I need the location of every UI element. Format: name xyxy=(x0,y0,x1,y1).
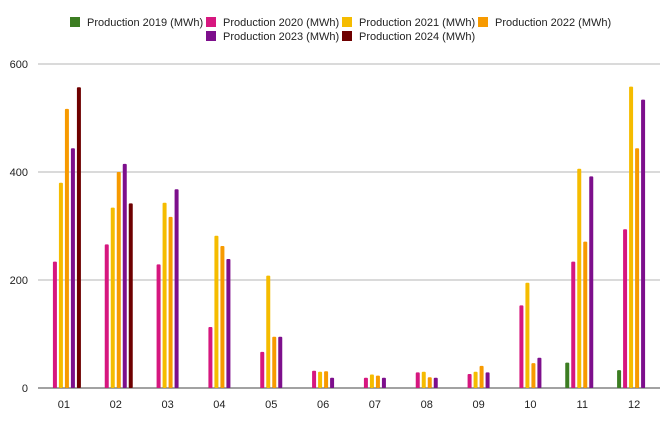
legend-swatch xyxy=(342,17,352,27)
bar xyxy=(537,357,542,388)
bar xyxy=(479,365,484,388)
bar xyxy=(260,351,265,388)
bar xyxy=(427,377,432,388)
bar xyxy=(617,370,622,388)
bar xyxy=(473,371,478,388)
bar xyxy=(220,245,225,388)
x-tick-label: 10 xyxy=(524,399,536,411)
bar xyxy=(381,377,386,388)
y-tick-label: 400 xyxy=(10,167,28,179)
bar xyxy=(330,377,335,388)
x-tick-label: 01 xyxy=(58,399,70,411)
legend-swatch xyxy=(478,17,488,27)
bar xyxy=(104,244,109,388)
bar xyxy=(266,275,271,388)
bar xyxy=(415,372,420,388)
x-tick-label: 06 xyxy=(317,399,329,411)
bar xyxy=(58,182,63,388)
legend-swatch xyxy=(206,31,216,41)
legend-label: Production 2024 (MWh) xyxy=(359,31,475,43)
y-tick-label: 0 xyxy=(22,383,28,395)
legend-swatch xyxy=(206,17,216,27)
bar xyxy=(577,168,582,388)
legend-label: Production 2023 (MWh) xyxy=(223,31,339,43)
x-tick-label: 05 xyxy=(265,399,277,411)
bar xyxy=(174,189,179,388)
bar xyxy=(168,216,173,388)
bar xyxy=(226,258,231,388)
bar xyxy=(76,87,81,388)
bar xyxy=(641,99,646,388)
bar xyxy=(272,336,277,388)
bar xyxy=(208,326,213,388)
grid xyxy=(38,63,660,389)
bar xyxy=(589,176,594,388)
legend: Production 2019 (MWh) Production 2020 (MW… xyxy=(70,17,611,43)
bar xyxy=(583,241,588,388)
bar xyxy=(156,264,161,388)
legend-item: Production 2021 (MWh) xyxy=(342,17,475,29)
bar xyxy=(421,371,426,388)
x-tick-label: 07 xyxy=(369,399,381,411)
bars xyxy=(52,86,646,389)
bar xyxy=(312,370,317,388)
bar xyxy=(363,377,368,388)
y-tick-label: 600 xyxy=(10,59,28,71)
legend-item: Production 2019 (MWh) xyxy=(70,17,203,29)
legend-item: Production 2024 (MWh) xyxy=(342,31,475,43)
x-tick-label: 08 xyxy=(421,399,433,411)
x-tick-label: 04 xyxy=(213,399,225,411)
x-tick-label: 09 xyxy=(472,399,484,411)
bar xyxy=(369,374,374,388)
axes: 0 200 400 600 01 02 03 04 05 06 07 08 09 10 11 12 xyxy=(10,59,641,411)
bar xyxy=(629,86,634,389)
bar xyxy=(128,203,133,388)
bar xyxy=(70,148,75,388)
bar xyxy=(122,163,127,388)
bar xyxy=(485,372,490,388)
legend-label: Production 2020 (MWh) xyxy=(223,17,339,29)
bar xyxy=(433,377,438,388)
bar xyxy=(162,202,167,388)
bar xyxy=(467,373,472,388)
bar xyxy=(64,108,69,388)
bar xyxy=(531,363,536,388)
bar xyxy=(116,172,121,388)
bar xyxy=(110,207,115,388)
legend-swatch xyxy=(70,17,80,27)
legend-label: Production 2022 (MWh) xyxy=(495,17,611,29)
bar xyxy=(519,305,524,388)
legend-label: Production 2019 (MWh) xyxy=(87,17,203,29)
bar xyxy=(324,371,329,388)
x-tick-label: 02 xyxy=(110,399,122,411)
legend-item: Production 2023 (MWh) xyxy=(206,31,339,43)
x-tick-label: 03 xyxy=(161,399,173,411)
bar xyxy=(318,371,323,388)
x-tick-label: 12 xyxy=(628,399,640,411)
bar xyxy=(571,261,576,388)
bar xyxy=(375,375,380,388)
bar xyxy=(214,235,219,388)
legend-label: Production 2021 (MWh) xyxy=(359,17,475,29)
legend-swatch xyxy=(342,31,352,41)
legend-item: Production 2020 (MWh) xyxy=(206,17,339,29)
y-tick-label: 200 xyxy=(10,275,28,287)
bar xyxy=(635,148,640,388)
x-tick-label: 11 xyxy=(577,399,588,411)
bar xyxy=(52,261,57,388)
bar xyxy=(623,229,628,388)
bar xyxy=(278,336,283,388)
bar xyxy=(565,362,570,388)
bar xyxy=(525,282,530,388)
legend-item: Production 2022 (MWh) xyxy=(478,17,611,29)
